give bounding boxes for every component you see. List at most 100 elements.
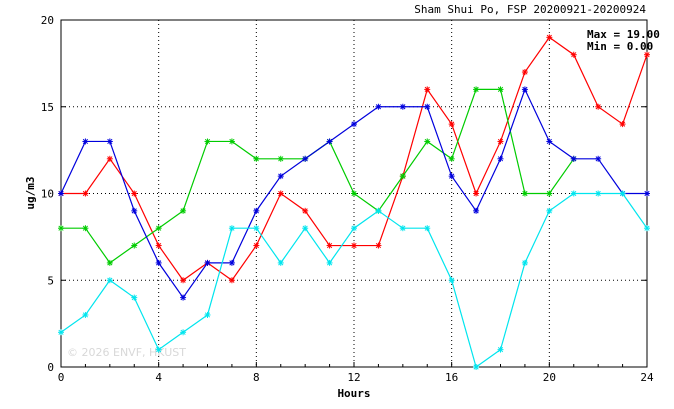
data-point <box>58 190 64 197</box>
x-tick-label: 16 <box>445 371 458 384</box>
data-point <box>155 225 162 232</box>
data-point <box>448 173 455 180</box>
data-point <box>58 225 64 232</box>
data-point <box>155 242 162 249</box>
y-tick-label: 20 <box>41 14 54 27</box>
data-point <box>473 190 480 197</box>
x-tick-label: 20 <box>543 371 556 384</box>
data-point <box>375 207 382 214</box>
data-point <box>228 138 235 145</box>
data-point <box>180 294 187 301</box>
data-point <box>644 190 650 197</box>
data-point <box>619 121 626 128</box>
data-point <box>497 86 504 93</box>
data-point <box>302 155 309 162</box>
data-point <box>570 155 577 162</box>
data-point <box>399 103 406 110</box>
data-point <box>277 155 284 162</box>
data-point <box>253 207 260 214</box>
x-tick-label: 0 <box>58 371 65 384</box>
data-point <box>497 346 504 353</box>
data-point <box>204 311 211 318</box>
data-point <box>375 103 382 110</box>
data-point <box>204 259 211 266</box>
data-point <box>106 138 113 145</box>
data-point <box>82 190 89 197</box>
data-point <box>644 51 650 58</box>
y-axis-ticks: 0 5 10 15 20 <box>41 14 647 374</box>
data-point <box>399 173 406 180</box>
data-point <box>82 138 89 145</box>
data-point <box>473 207 480 214</box>
data-point <box>595 190 602 197</box>
data-point <box>497 155 504 162</box>
min-label: Min = 0.00 <box>587 40 653 53</box>
x-tick-label: 12 <box>347 371 360 384</box>
data-point <box>546 34 553 41</box>
data-point <box>277 190 284 197</box>
y-tick-label: 0 <box>47 361 54 374</box>
data-point <box>473 86 480 93</box>
data-point <box>448 121 455 128</box>
data-point <box>277 173 284 180</box>
data-point <box>180 329 187 336</box>
data-point <box>106 155 113 162</box>
data-point <box>180 207 187 214</box>
data-point <box>180 277 187 284</box>
data-point <box>253 155 260 162</box>
data-point <box>595 155 602 162</box>
data-point <box>424 86 431 93</box>
data-point <box>546 138 553 145</box>
data-point <box>351 242 357 249</box>
data-point <box>521 69 528 76</box>
data-point <box>424 103 431 110</box>
data-point <box>131 294 138 301</box>
data-point <box>277 259 284 266</box>
data-point <box>546 190 553 197</box>
data-point <box>473 364 480 370</box>
data-point <box>106 277 113 284</box>
data-point <box>351 121 357 128</box>
data-point <box>228 259 235 266</box>
x-axis-label: Hours <box>337 387 370 400</box>
data-point <box>253 225 260 232</box>
y-tick-label: 5 <box>47 274 54 287</box>
data-point <box>302 207 309 214</box>
data-point <box>58 329 64 336</box>
data-point <box>82 225 89 232</box>
x-axis-ticks: 0 4 8 12 16 20 24 <box>58 362 654 384</box>
y-axis-label: ug/m3 <box>24 176 37 209</box>
data-point <box>326 138 333 145</box>
series-2 <box>58 86 577 266</box>
y-tick-label: 15 <box>41 101 54 114</box>
series-group <box>58 34 650 370</box>
data-point <box>228 277 235 284</box>
max-label: Max = 19.00 <box>587 28 660 41</box>
data-point <box>521 259 528 266</box>
x-tick-label: 24 <box>640 371 654 384</box>
data-point <box>497 138 504 145</box>
data-point <box>424 138 431 145</box>
x-tick-label: 8 <box>253 371 260 384</box>
data-point <box>204 138 211 145</box>
series-line <box>61 88 575 264</box>
data-point <box>131 242 138 249</box>
data-point <box>326 242 333 249</box>
data-point <box>595 103 602 110</box>
data-point <box>521 190 528 197</box>
data-point <box>448 155 455 162</box>
series-4 <box>58 190 650 370</box>
series-1 <box>58 34 650 284</box>
data-point <box>448 277 455 284</box>
data-point <box>399 225 406 232</box>
data-point <box>131 207 138 214</box>
data-point <box>570 190 577 197</box>
data-point <box>131 190 138 197</box>
data-point <box>82 311 89 318</box>
data-point <box>521 86 528 93</box>
data-point <box>351 225 357 232</box>
data-point <box>106 259 113 266</box>
data-point <box>228 225 235 232</box>
x-tick-label: 4 <box>155 371 162 384</box>
series-3 <box>58 86 650 301</box>
